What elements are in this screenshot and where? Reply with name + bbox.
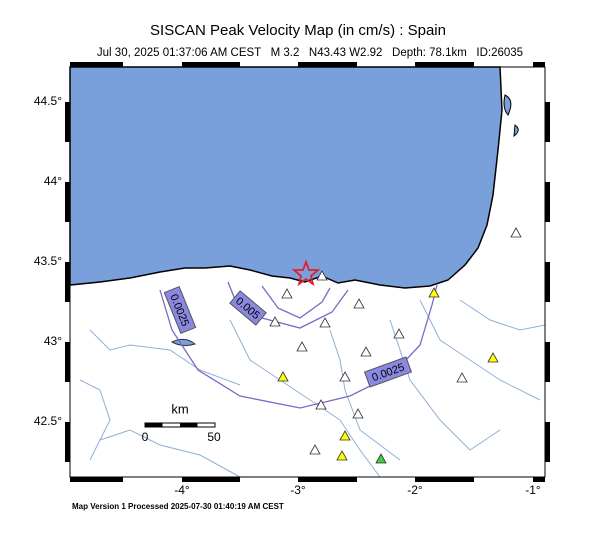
station [269, 316, 281, 327]
frame-segment [65, 342, 70, 382]
frame [65, 62, 550, 482]
station [456, 372, 468, 383]
frame-segment [545, 262, 550, 302]
station [339, 430, 351, 441]
station [281, 288, 293, 299]
station [319, 317, 331, 328]
station [353, 298, 365, 309]
station [336, 450, 348, 461]
lon-label: -4° [174, 483, 190, 497]
lon-label: -3° [290, 483, 306, 497]
epicenter [291, 259, 321, 287]
lat-label: 44.5° [34, 94, 62, 108]
frame-segment [533, 62, 545, 67]
frame-segment [65, 102, 70, 142]
station [428, 287, 440, 298]
station [375, 453, 387, 464]
station [339, 371, 351, 382]
frame-segment [545, 182, 550, 222]
frame-segment [70, 477, 123, 482]
subtitle: Jul 30, 2025 01:37:06 AM CEST M 3.2 N43.… [97, 47, 523, 59]
scale-end: 50 [207, 430, 221, 444]
station [352, 408, 364, 419]
station [277, 371, 289, 382]
frame-segment [70, 62, 123, 67]
map-area: 0.0025 0.005 0.0025 km 0 50 [65, 62, 550, 482]
station [296, 341, 308, 352]
lon-label: -1° [525, 483, 541, 497]
station [315, 399, 327, 410]
frame-segment [298, 62, 357, 67]
frame-segment [182, 62, 240, 67]
frame-segment [65, 262, 70, 302]
lat-label: 43° [44, 334, 62, 348]
stations [269, 227, 522, 464]
frame-segment [545, 422, 550, 462]
station [487, 352, 499, 363]
scale-bar: km 0 50 [142, 401, 221, 444]
frame-segment [65, 182, 70, 222]
rivers [79, 299, 546, 478]
station [316, 270, 328, 281]
frame-segment [298, 477, 357, 482]
station [360, 346, 372, 357]
lat-label: 43.5° [34, 254, 62, 268]
sea [69, 66, 503, 289]
frame-segment [533, 477, 545, 482]
footer: Map Version 1 Processed 2025-07-30 01:40… [72, 502, 284, 511]
lake [503, 94, 519, 138]
station [393, 328, 405, 339]
frame-segment [415, 477, 474, 482]
frame-segment [415, 62, 474, 67]
frame-segment [65, 422, 70, 462]
station [309, 444, 321, 455]
scale-start: 0 [142, 430, 149, 444]
frame-segment [182, 477, 240, 482]
title: SISCAN Peak Velocity Map (in cm/s) : Spa… [150, 22, 446, 39]
axis-labels: 44.5° 44° 43.5° 43° 42.5° -4° -3° -2° -1° [34, 94, 541, 497]
station [510, 227, 522, 238]
lat-label: 44° [44, 174, 62, 188]
frame-segment [545, 102, 550, 142]
reservoir [170, 338, 197, 347]
scale-unit: km [171, 401, 188, 416]
frame-segment [545, 342, 550, 382]
lon-label: -2° [407, 483, 423, 497]
lat-label: 42.5° [34, 414, 62, 428]
